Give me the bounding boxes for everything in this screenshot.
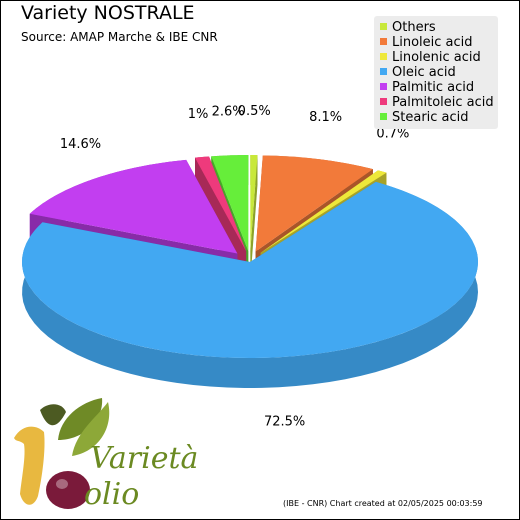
olive-leaf-mid-icon [58,398,103,440]
data-label-linoleic-acid: 8.1% [309,110,342,125]
pie-slice-palmitoleic-acid [194,156,247,252]
legend-item-linoleic: Linoleic acid [380,35,473,50]
data-label-oleic-acid: 72.5% [264,415,305,430]
legend-item-oleic: Oleic acid [380,65,456,80]
olive-fruit-icon [46,471,90,509]
data-label-stearic-acid: 2.6% [212,105,245,120]
data-label-linolenic-acid: 0.7% [376,127,409,142]
chart-title: Variety NOSTRALE [21,2,195,24]
chart-footer: (IBE - CNR) Chart created at 02/05/2025 … [283,499,483,508]
chart-subtitle: Source: AMAP Marche & IBE CNR [21,30,218,44]
legend-item-linolenic: Linolenic acid [380,50,481,65]
olive-leaf-dark-icon [40,404,66,426]
legend-label: Others [392,20,436,35]
legend-label: Linolenic acid [392,50,481,65]
data-label-others: 0.5% [238,104,271,119]
legend-item-others: Others [380,20,436,35]
legend-swatch [380,83,387,90]
legend-swatch [380,53,387,60]
pie-slice-palmitic-acid [29,159,238,254]
chart-legend: Others Linoleic acid Linolenic acid Olei… [374,16,498,129]
logo-word-varieta: Varietà [90,441,198,476]
legend-swatch [380,68,387,75]
data-label-palmitic-acid: 14.6% [60,137,101,152]
pie-slice-oleic-acid [21,181,479,358]
legend-item-palmitoleic: Palmitoleic acid [380,95,494,110]
data-label-palmitoleic-acid: 1% [188,107,209,122]
legend-item-palmitic: Palmitic acid [380,80,474,95]
variety-olio-logo: Varietà olio [14,398,198,512]
pie-slice-stearic-acid [211,155,249,252]
legend-item-stearic: Stearic acid [380,110,469,125]
pie-slice-linoleic-acid [255,155,373,252]
legend-label: Palmitic acid [392,80,475,95]
legend-swatch [380,23,387,30]
legend-swatch [380,113,387,120]
pie-slice-edge [250,155,258,282]
legend-label: Palmitoleic acid [392,95,494,110]
legend-swatch [380,38,387,45]
numeral-one-shape [14,426,45,505]
legend-label: Stearic acid [392,110,469,125]
legend-label: Linoleic acid [392,35,473,50]
olive-leaf-light-icon [72,402,110,456]
pie-slice-linolenic-acid [260,170,387,253]
legend-swatch [380,98,387,105]
legend-label: Oleic acid [392,65,456,80]
logo-word-olio: olio [84,477,139,512]
pie-slice-others [250,155,258,252]
